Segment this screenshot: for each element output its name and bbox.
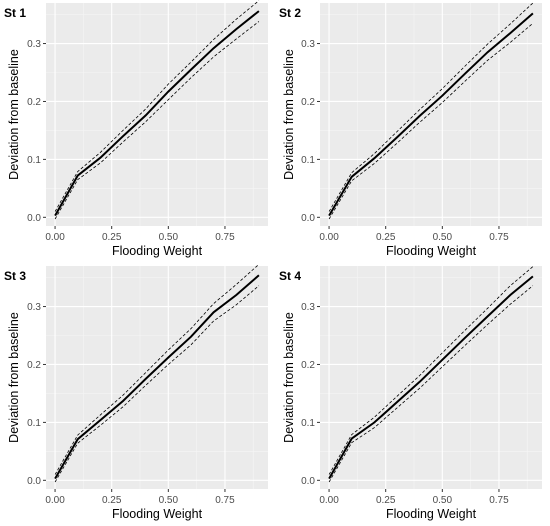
panel-title: St 2 (279, 6, 301, 20)
y-tick-label: 0.1 (27, 418, 41, 429)
series-line-estimate (328, 275, 534, 480)
y-axis-title: Deviation from baseline (7, 312, 21, 443)
x-tick-label: 0.25 (102, 495, 122, 506)
panel-title: St 1 (4, 6, 26, 20)
y-tick-label: 0.3 (301, 39, 315, 50)
x-tick-label: 0.50 (433, 495, 453, 506)
panel-title: St 4 (279, 269, 301, 283)
x-tick-label: 0.75 (489, 232, 509, 243)
series-line-estimate (54, 10, 260, 217)
x-tick-label: 0.00 (319, 232, 339, 243)
x-tick-label: 0.75 (489, 495, 509, 506)
y-tick-label: 0.1 (27, 155, 41, 166)
y-tick-label: 0.1 (301, 418, 315, 429)
series-line-bound-2 (328, 285, 534, 483)
series-line-bound-1 (54, 264, 260, 475)
y-tick-label: 0.2 (27, 360, 41, 371)
y-axis-title: Deviation from baseline (282, 312, 296, 443)
plot-background (320, 3, 542, 226)
x-tick-label: 0.75 (215, 232, 235, 243)
x-axis-title: Flooding Weight (112, 507, 203, 521)
y-tick-label: 0.3 (301, 302, 315, 313)
x-tick-label: 0.00 (319, 495, 339, 506)
y-tick-label: 0.2 (27, 97, 41, 108)
series-line-estimate (54, 274, 260, 480)
series-line-bound-2 (328, 22, 534, 220)
series-line-bound-2 (54, 21, 260, 220)
x-tick-label: 0.75 (215, 495, 235, 506)
y-tick-label: 0.0 (301, 476, 315, 487)
panel-2: 0.00 0.25 0.50 0.75 0.0 0.1 0.2 0.3 St 2 Flooding… (279, 2, 542, 258)
plot-background (46, 266, 268, 489)
x-tick-label: 0.00 (45, 495, 65, 506)
series-line-bound-1 (54, 0, 260, 212)
x-axis-title: Flooding Weight (386, 244, 477, 258)
y-tick-label: 0.2 (301, 97, 315, 108)
y-axis-title: Deviation from baseline (7, 49, 21, 180)
panel-1: 0.00 0.25 0.50 0.75 0.0 0.1 0.2 0.3 St 1 Flooding… (4, 0, 268, 258)
x-tick-label: 0.25 (376, 232, 396, 243)
panel-title: St 3 (4, 269, 26, 283)
x-axis-title: Flooding Weight (386, 507, 477, 521)
x-tick-label: 0.25 (376, 495, 396, 506)
panel-4: 0.00 0.25 0.50 0.75 0.0 0.1 0.2 0.3 St 4 Flooding… (279, 266, 542, 521)
plot-background (320, 266, 542, 489)
y-tick-label: 0.1 (301, 155, 315, 166)
y-axis-title: Deviation from baseline (282, 49, 296, 180)
x-tick-label: 0.50 (159, 232, 179, 243)
series-line-estimate (328, 12, 534, 217)
y-tick-label: 0.0 (27, 476, 41, 487)
series-line-bound-1 (328, 2, 534, 212)
y-tick-label: 0.3 (27, 302, 41, 313)
x-tick-label: 0.50 (433, 232, 453, 243)
y-tick-label: 0.0 (301, 213, 315, 224)
series-line-bound-1 (328, 266, 534, 475)
x-axis-title: Flooding Weight (112, 244, 203, 258)
y-tick-label: 0.0 (27, 213, 41, 224)
x-tick-label: 0.50 (159, 495, 179, 506)
y-tick-label: 0.3 (27, 39, 41, 50)
x-tick-label: 0.00 (45, 232, 65, 243)
panel-3: 0.00 0.25 0.50 0.75 0.0 0.1 0.2 0.3 St 3 Flooding… (4, 264, 268, 521)
plot-background (46, 3, 268, 226)
x-tick-label: 0.25 (102, 232, 122, 243)
y-tick-label: 0.2 (301, 360, 315, 371)
series-line-bound-2 (54, 285, 260, 483)
